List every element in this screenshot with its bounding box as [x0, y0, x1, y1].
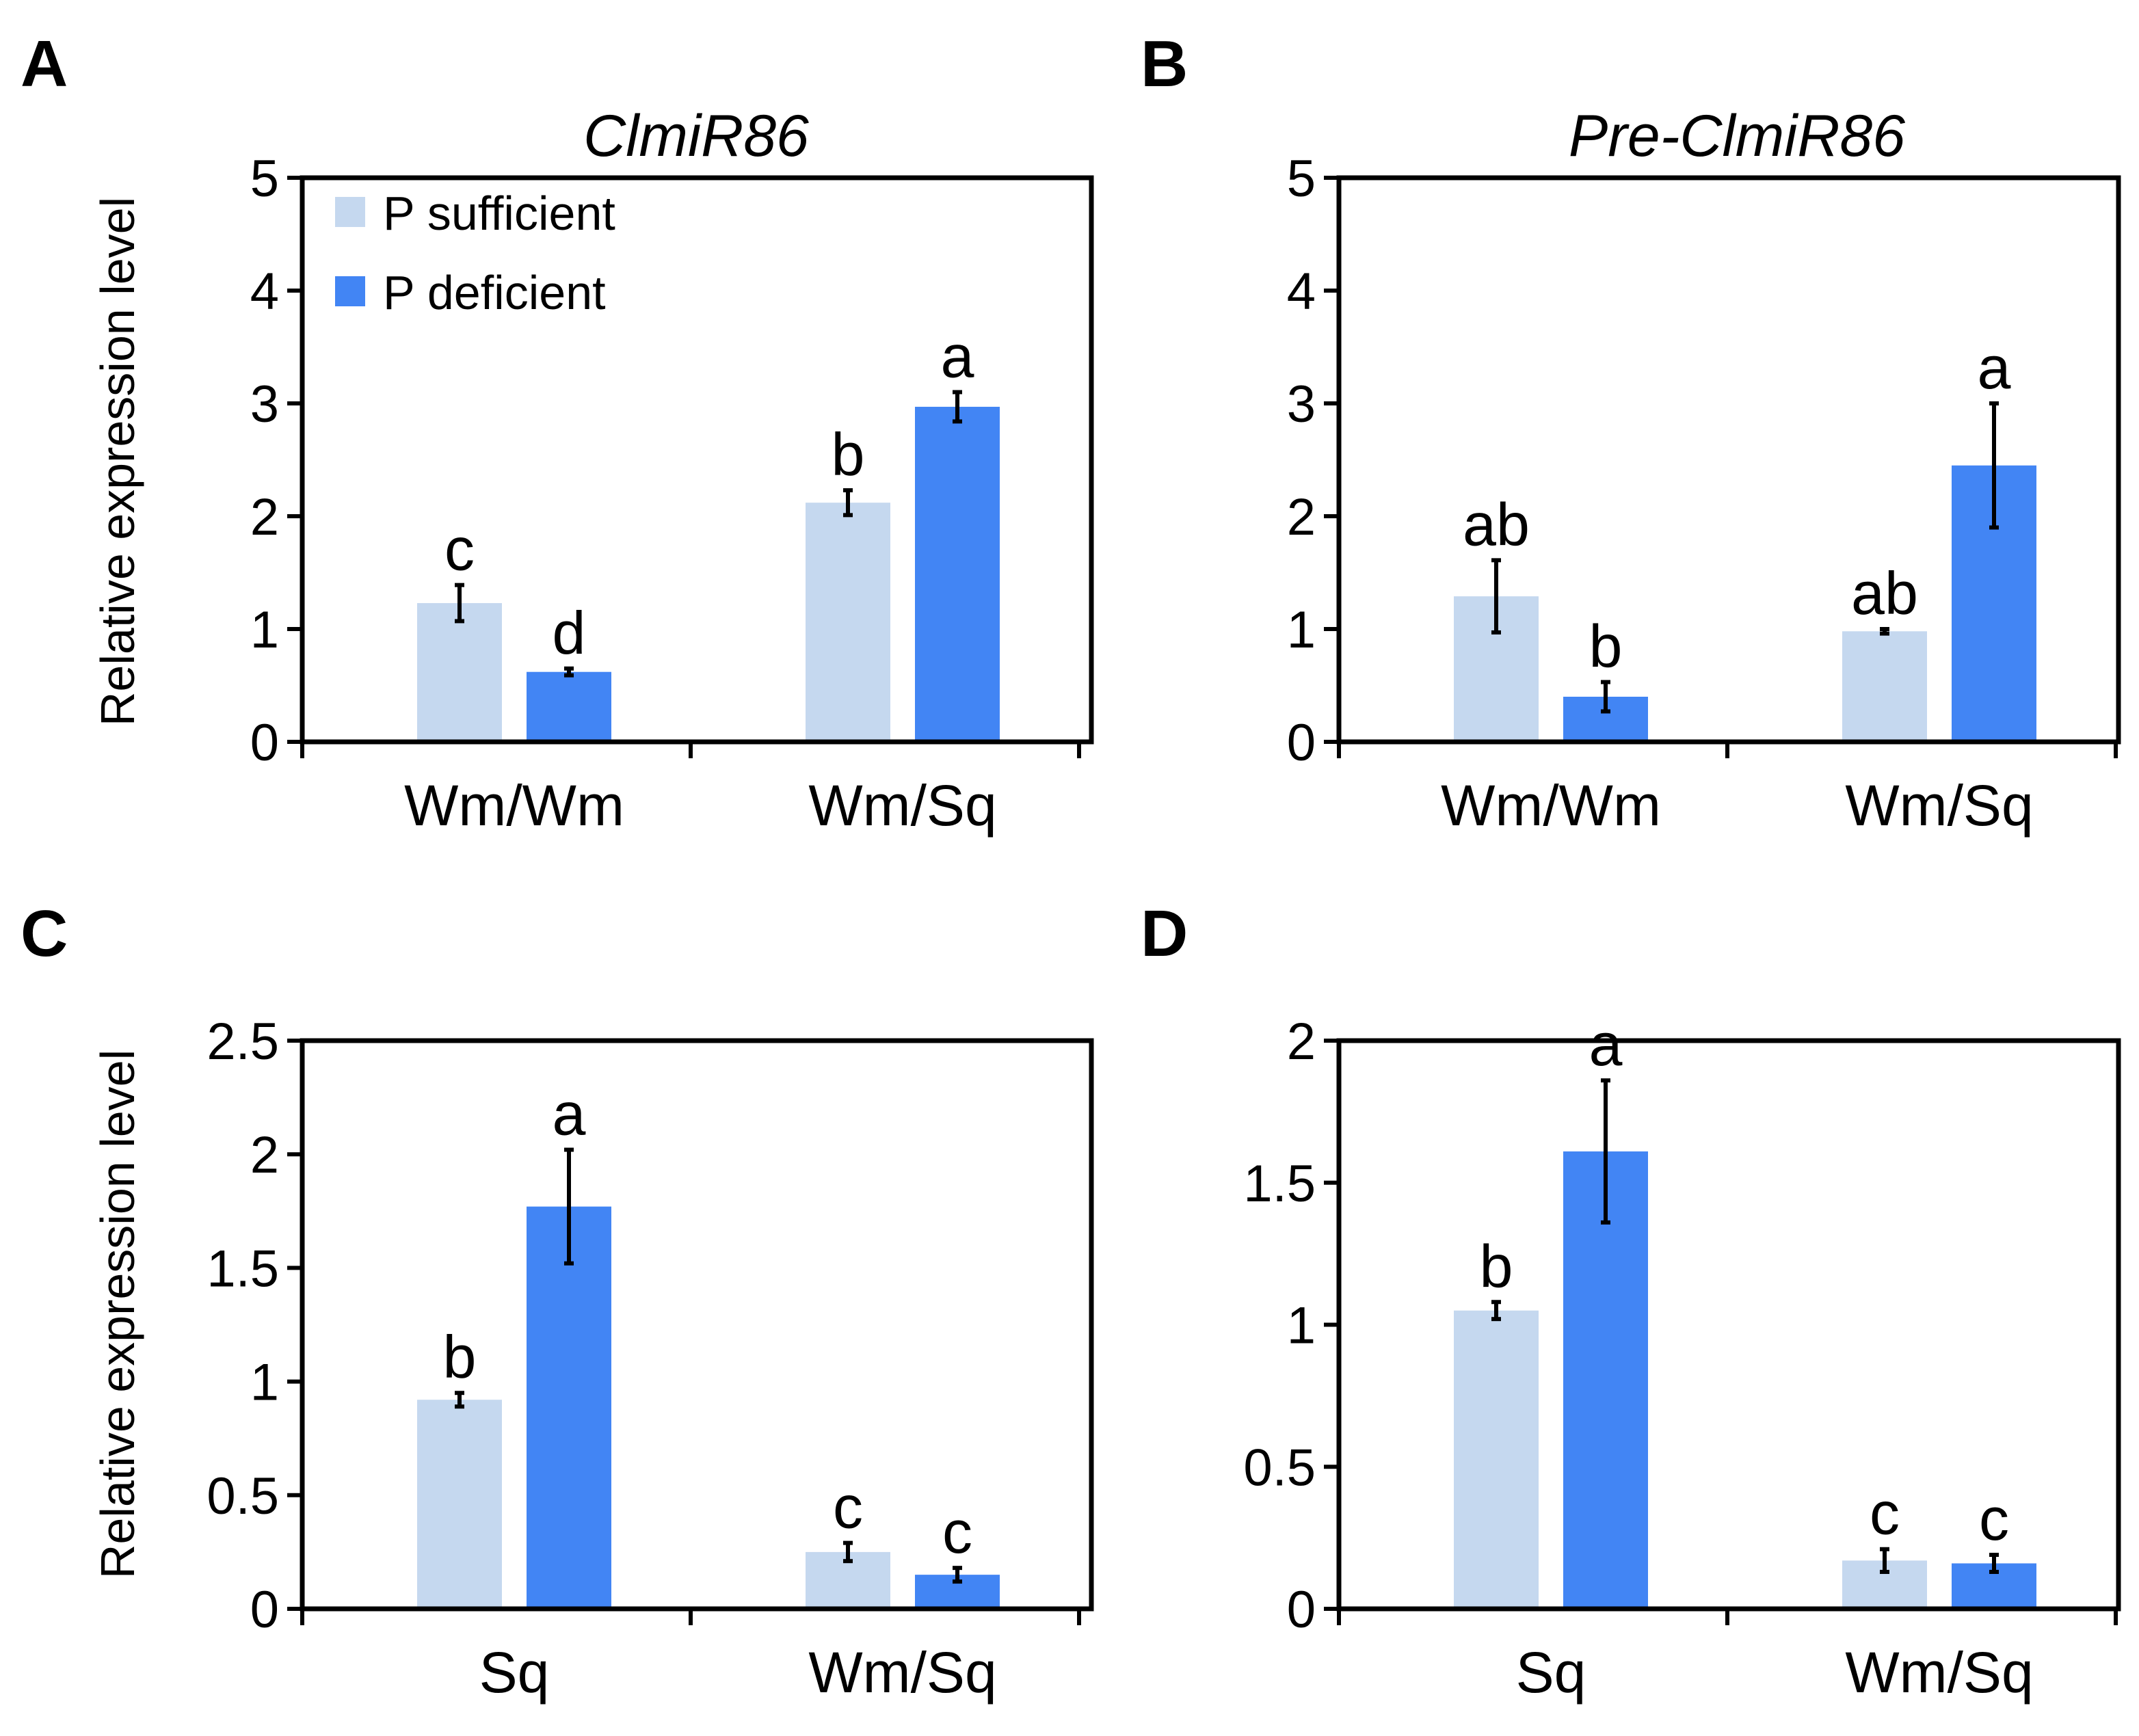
panel-letter-a: A — [21, 27, 68, 101]
sig-label-b-deficient-1: a — [1978, 334, 2011, 401]
y-tick-label-c-4: 2 — [250, 1126, 279, 1184]
bar-a-sufficient-0 — [417, 603, 502, 742]
panel-letter-c: C — [21, 897, 68, 970]
y-tick-label-d-1: 0.5 — [1243, 1439, 1316, 1497]
y-tick-label-c-5: 2.5 — [207, 1013, 279, 1071]
bar-d-sufficient-0 — [1454, 1310, 1539, 1609]
y-tick-label-b-1: 1 — [1287, 601, 1316, 659]
chart-title-b: Pre-ClmiR86 — [1569, 103, 1905, 169]
y-tick-label-c-3: 1.5 — [207, 1240, 279, 1298]
legend-swatch-p-sufficient — [335, 197, 365, 227]
sig-label-c-deficient-1: c — [942, 1498, 972, 1566]
bar-a-sufficient-1 — [806, 503, 890, 742]
y-tick-label-a-4: 4 — [250, 263, 279, 321]
sig-label-d-sufficient-1: c — [1870, 1480, 1900, 1547]
plot-frame-d — [1336, 1038, 2121, 1612]
y-axis-label-c: Relative expression level — [91, 1050, 144, 1579]
panel-letter-d: D — [1141, 897, 1188, 970]
sig-label-b-sufficient-1: ab — [1851, 559, 1918, 627]
legend-label-p-sufficient: P sufficient — [383, 187, 615, 240]
plot-frame-a — [300, 175, 1094, 745]
sig-label-c-sufficient-1: c — [833, 1473, 863, 1541]
sig-label-d-deficient-1: c — [1979, 1485, 2009, 1553]
x-tick-label-d-0: Sq — [1516, 1640, 1586, 1705]
y-tick-label-a-3: 3 — [250, 375, 279, 433]
legend-swatch-p-deficient — [335, 276, 365, 306]
sig-label-c-sufficient-0: b — [443, 1323, 477, 1391]
y-tick-label-d-0: 0 — [1287, 1581, 1316, 1639]
y-tick-label-b-4: 4 — [1287, 263, 1316, 321]
bar-c-sufficient-0 — [417, 1400, 502, 1609]
sig-label-b-sufficient-0: ab — [1463, 490, 1530, 558]
legend-label-p-deficient: P deficient — [383, 266, 606, 319]
plot-frame-c — [300, 1038, 1094, 1612]
y-tick-label-d-2: 1 — [1287, 1297, 1316, 1355]
x-tick-label-c-0: Sq — [479, 1640, 550, 1705]
y-tick-label-a-2: 2 — [250, 488, 279, 546]
bar-d-deficient-0 — [1563, 1151, 1648, 1609]
legend: P sufficient P deficient — [335, 187, 615, 319]
y-tick-label-b-0: 0 — [1287, 714, 1316, 772]
sig-label-a-deficient-0: d — [553, 599, 586, 667]
chart-title-a: ClmiR86 — [583, 103, 809, 169]
y-tick-label-b-3: 3 — [1287, 375, 1316, 433]
y-tick-label-b-5: 5 — [1287, 150, 1316, 208]
sig-label-a-sufficient-0: c — [444, 516, 475, 583]
bar-b-sufficient-1 — [1842, 631, 1927, 742]
y-axis-label-a: Relative expression level — [91, 197, 144, 726]
bar-c-deficient-0 — [527, 1206, 611, 1609]
y-tick-label-c-2: 1 — [250, 1354, 279, 1412]
y-tick-label-d-3: 1.5 — [1243, 1155, 1316, 1213]
y-tick-label-a-1: 1 — [250, 601, 279, 659]
panel-letter-b: B — [1141, 27, 1188, 101]
x-tick-label-d-1: Wm/Sq — [1845, 1640, 2033, 1705]
x-tick-label-a-1: Wm/Sq — [808, 773, 996, 838]
x-tick-label-c-1: Wm/Sq — [808, 1640, 996, 1705]
sig-label-d-deficient-0: a — [1589, 1011, 1623, 1078]
x-tick-label-b-0: Wm/Wm — [1441, 773, 1661, 838]
sig-label-c-deficient-0: a — [553, 1080, 586, 1148]
sig-label-d-sufficient-0: b — [1480, 1232, 1513, 1300]
y-tick-label-a-5: 5 — [250, 150, 279, 208]
plot-frame-b — [1336, 175, 2121, 745]
sig-label-a-deficient-1: a — [941, 323, 974, 390]
panel-c-chart: b a Sq c c Wm/Sq 0 0.5 1 1.5 2 2.5 — [207, 1013, 1094, 1705]
y-tick-label-d-4: 2 — [1287, 1013, 1316, 1071]
panel-d-chart: b a Sq c c Wm/Sq 0 0.5 1 1.5 2 — [1243, 1011, 2121, 1705]
panel-a-chart: c d Wm/Wm b a Wm/Sq 0 1 2 3 4 5 — [250, 150, 1094, 838]
sig-label-a-sufficient-1: b — [832, 420, 865, 488]
y-tick-label-b-2: 2 — [1287, 488, 1316, 546]
x-tick-label-b-1: Wm/Sq — [1845, 773, 2033, 838]
x-tick-label-a-0: Wm/Wm — [404, 773, 624, 838]
bar-a-deficient-0 — [527, 671, 611, 742]
y-tick-label-c-0: 0 — [250, 1581, 279, 1639]
y-tick-label-c-1: 0.5 — [207, 1467, 279, 1525]
y-tick-label-a-0: 0 — [250, 714, 279, 772]
bar-a-deficient-1 — [915, 406, 1000, 742]
sig-label-b-deficient-0: b — [1589, 613, 1623, 680]
